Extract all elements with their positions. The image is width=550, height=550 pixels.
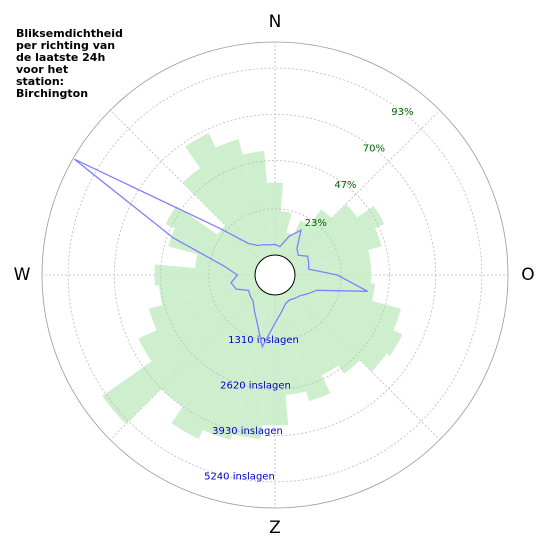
direction-bar xyxy=(286,289,361,374)
percent-tick-label: 47% xyxy=(334,180,356,191)
grid-ring xyxy=(113,113,437,437)
grid-ring xyxy=(67,67,483,483)
spoke xyxy=(109,109,262,262)
direction-label: Z xyxy=(269,518,281,538)
direction-bar xyxy=(293,228,382,270)
direction-bar xyxy=(294,266,372,284)
direction-label: O xyxy=(521,265,534,285)
direction-bar xyxy=(286,209,332,261)
direction-bar xyxy=(215,139,270,257)
count-tick-label: 3930 inslagen xyxy=(212,426,283,437)
direction-bar xyxy=(242,150,274,256)
direction-bar xyxy=(138,283,259,362)
direction-bar xyxy=(182,168,264,261)
direction-bar xyxy=(232,294,274,440)
direction-bar xyxy=(148,280,257,331)
direction-bar xyxy=(291,205,385,267)
inner-circle xyxy=(254,254,296,296)
direction-bar xyxy=(202,293,270,440)
direction-bar xyxy=(291,283,403,356)
count-tick-label: 5240 inslagen xyxy=(204,472,275,483)
percent-tick-label: 70% xyxy=(363,143,385,154)
direction-bar xyxy=(168,228,257,270)
direction-bar xyxy=(154,264,256,286)
direction-label: N xyxy=(269,12,282,32)
grid-ring xyxy=(160,160,390,390)
direction-bar xyxy=(261,294,289,426)
direction-bar xyxy=(276,211,292,256)
direction-bar xyxy=(171,291,267,439)
chart-title: Bliksemdichtheid per richting van de laa… xyxy=(16,27,123,100)
direction-bar xyxy=(280,232,294,257)
percent-tick-label: 23% xyxy=(305,218,327,229)
direction-bar xyxy=(283,220,310,259)
percent-tick-label: 93% xyxy=(391,107,413,118)
direction-bar xyxy=(280,293,331,402)
direction-bar xyxy=(161,289,264,407)
direction-bar xyxy=(102,286,261,425)
direction-bar xyxy=(276,294,307,396)
count-tick-label: 2620 inslagen xyxy=(220,381,291,392)
direction-bar xyxy=(266,182,284,256)
direction-bar xyxy=(165,205,259,267)
spoke xyxy=(288,109,441,262)
direction-bar xyxy=(217,225,261,264)
direction-bar xyxy=(289,204,358,264)
grid-ring xyxy=(208,208,342,342)
count-line xyxy=(73,158,368,349)
direction-bar xyxy=(185,133,267,259)
spoke xyxy=(288,288,441,441)
direction-bar xyxy=(294,276,375,301)
direction-bar xyxy=(283,291,339,376)
count-tick-label: 1310 inslagen xyxy=(228,335,299,346)
direction-bar xyxy=(289,286,387,372)
direction-bar xyxy=(294,250,371,274)
direction-bar xyxy=(293,280,402,331)
direction-label: W xyxy=(14,265,31,285)
